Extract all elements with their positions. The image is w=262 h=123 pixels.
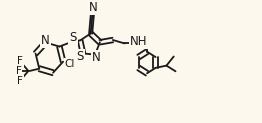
Text: N: N (92, 51, 101, 64)
Text: S: S (77, 50, 84, 63)
Text: S: S (69, 31, 77, 44)
Text: F: F (17, 76, 23, 86)
Text: N: N (89, 1, 97, 14)
Text: F: F (17, 56, 23, 66)
Text: N: N (41, 34, 50, 47)
Text: F: F (15, 66, 21, 76)
Text: NH: NH (130, 36, 148, 48)
Text: Cl: Cl (64, 59, 75, 69)
